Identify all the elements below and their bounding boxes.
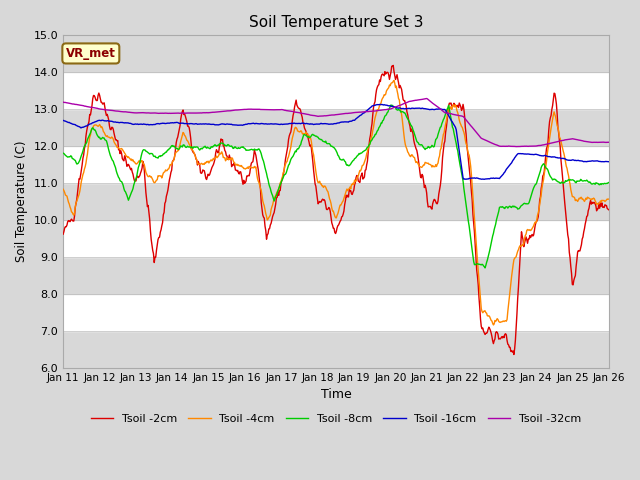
Text: VR_met: VR_met (66, 47, 116, 60)
Bar (63, 257, 609, 294)
Tsoil -16cm (419, 106, 427, 111)
Tsoil -16cm (605, 159, 612, 165)
X-axis label: Time: Time (321, 388, 351, 401)
Tsoil -16cm (481, 177, 488, 182)
Tsoil -2cm (403, 109, 411, 115)
Tsoil -2cm (209, 162, 217, 168)
Tsoil -2cm (419, 173, 427, 179)
Tsoil -4cm (403, 146, 411, 152)
Tsoil -8cm (419, 144, 427, 149)
Tsoil -8cm (605, 180, 612, 185)
Tsoil -4cm (69, 211, 77, 217)
Tsoil -16cm (403, 106, 411, 111)
Tsoil -32cm (513, 144, 520, 149)
Tsoil -4cm (209, 156, 217, 161)
Bar (63, 146, 609, 183)
Tsoil -8cm (481, 265, 489, 271)
Bar (63, 220, 609, 257)
Line: Tsoil -8cm: Tsoil -8cm (63, 105, 609, 268)
Tsoil -32cm (403, 100, 410, 106)
Tsoil -32cm (423, 96, 431, 101)
Bar (63, 72, 609, 109)
Line: Tsoil -2cm: Tsoil -2cm (63, 65, 609, 355)
Tsoil -2cm (180, 111, 188, 117)
Tsoil -4cm (605, 196, 612, 202)
Tsoil -16cm (180, 121, 188, 127)
Tsoil -2cm (69, 218, 77, 224)
Tsoil -4cm (60, 186, 67, 192)
Y-axis label: Soil Temperature (C): Soil Temperature (C) (15, 141, 28, 263)
Tsoil -2cm (60, 231, 67, 237)
Tsoil -16cm (60, 118, 67, 123)
Tsoil -4cm (125, 155, 133, 161)
Tsoil -8cm (69, 156, 77, 162)
Bar (63, 294, 609, 331)
Tsoil -32cm (209, 109, 217, 115)
Tsoil -4cm (419, 163, 427, 169)
Tsoil -2cm (125, 163, 133, 168)
Tsoil -2cm (605, 207, 612, 213)
Tsoil -8cm (180, 143, 188, 148)
Tsoil -16cm (209, 121, 217, 127)
Tsoil -4cm (390, 77, 398, 83)
Tsoil -32cm (69, 101, 77, 107)
Bar (63, 36, 609, 72)
Tsoil -2cm (389, 62, 397, 68)
Title: Soil Temperature Set 3: Soil Temperature Set 3 (249, 15, 423, 30)
Line: Tsoil -16cm: Tsoil -16cm (63, 105, 609, 180)
Line: Tsoil -32cm: Tsoil -32cm (63, 98, 609, 146)
Tsoil -32cm (180, 110, 188, 116)
Tsoil -8cm (403, 115, 411, 120)
Tsoil -8cm (209, 143, 217, 149)
Tsoil -8cm (125, 195, 133, 201)
Tsoil -32cm (125, 109, 133, 115)
Bar (63, 183, 609, 220)
Legend: Tsoil -2cm, Tsoil -4cm, Tsoil -8cm, Tsoil -16cm, Tsoil -32cm: Tsoil -2cm, Tsoil -4cm, Tsoil -8cm, Tsoi… (86, 410, 586, 429)
Line: Tsoil -4cm: Tsoil -4cm (63, 80, 609, 325)
Tsoil -16cm (125, 120, 133, 126)
Tsoil -2cm (510, 352, 518, 358)
Tsoil -32cm (419, 96, 426, 102)
Tsoil -4cm (180, 132, 188, 138)
Tsoil -8cm (387, 102, 395, 108)
Tsoil -32cm (60, 99, 67, 105)
Tsoil -4cm (490, 322, 497, 328)
Tsoil -32cm (605, 139, 612, 145)
Tsoil -16cm (376, 102, 383, 108)
Bar (63, 109, 609, 146)
Tsoil -8cm (60, 150, 67, 156)
Bar (63, 331, 609, 368)
Tsoil -16cm (69, 121, 77, 127)
